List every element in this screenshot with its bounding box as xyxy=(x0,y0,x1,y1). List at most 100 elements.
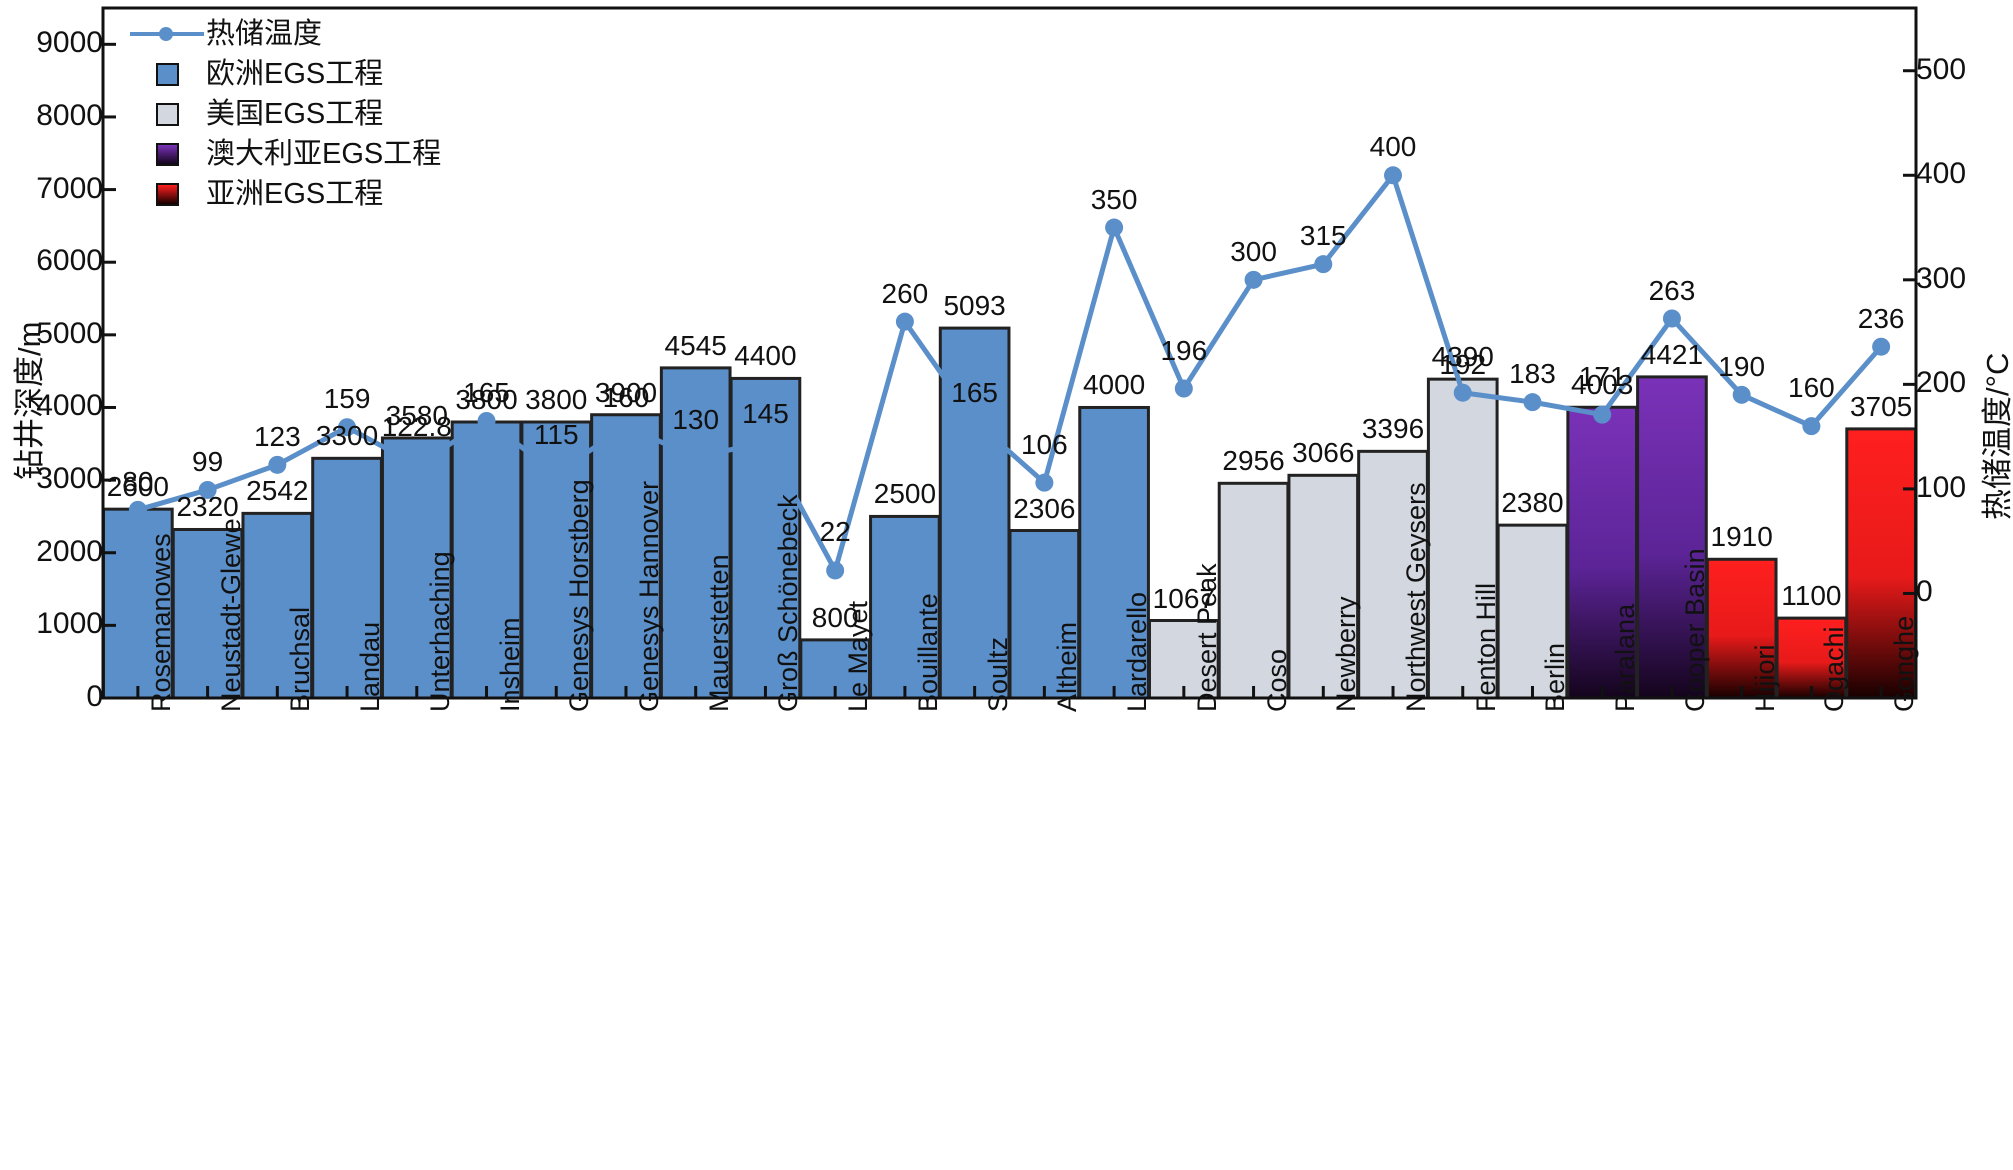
bar-value-label: 4400 xyxy=(734,340,797,372)
bar-value-label: 2380 xyxy=(1501,487,1564,519)
temperature-value-label: 190 xyxy=(1718,350,1766,382)
bar-value-label: 2306 xyxy=(1013,492,1076,524)
x-axis-tick-label: Insheim xyxy=(494,617,525,712)
legend-swatch-icon xyxy=(155,62,179,86)
left-axis-tick-label: 0 xyxy=(86,680,103,713)
x-axis-tick-label: Mauerstetten xyxy=(703,554,734,712)
temperature-point xyxy=(1174,379,1193,398)
temperature-point xyxy=(1453,383,1472,402)
x-axis-tick-label: Groß Schönebeck xyxy=(773,494,804,712)
x-axis-tick-label: Landau xyxy=(355,621,386,712)
bar-value-label: 3300 xyxy=(315,420,379,452)
bar xyxy=(1426,377,1499,700)
bar xyxy=(1008,529,1081,700)
legend-item-label: 澳大利亚EGS工程 xyxy=(206,138,442,170)
temperature-value-label: 99 xyxy=(192,445,224,477)
x-axis-tick-label: Neustadt-Glewe xyxy=(215,518,246,712)
bar-value-label: 3580 xyxy=(385,399,448,431)
temperature-value-label: 115 xyxy=(533,419,579,451)
temperature-point xyxy=(826,561,845,580)
left-axis-tick-label: 2000 xyxy=(36,534,103,568)
temperature-value-label: 123 xyxy=(253,420,301,452)
temperature-point xyxy=(1244,270,1263,289)
x-axis-tick-label: Le Mayet xyxy=(843,600,874,712)
temperature-value-label: 192 xyxy=(1439,348,1487,380)
bar-value-label: 1910 xyxy=(1710,521,1773,553)
bar xyxy=(171,527,244,700)
temperature-value-label: 22 xyxy=(819,516,851,548)
temperature-point xyxy=(686,448,705,467)
temperature-point xyxy=(1732,385,1751,404)
bar-value-label: 3705 xyxy=(1849,390,1913,422)
bar xyxy=(1496,523,1569,700)
temperature-point xyxy=(895,312,914,331)
temperature-value-label: 315 xyxy=(1299,220,1347,252)
temperature-value-label: 130 xyxy=(672,403,720,435)
right-axis-tick-label: 400 xyxy=(1916,157,1967,191)
bar-value-label: 2956 xyxy=(1222,445,1285,477)
temperature-value-label: 165 xyxy=(463,376,510,408)
x-axis-tick-label: Gonghe xyxy=(1889,615,1920,712)
legend-swatch-icon xyxy=(155,182,179,206)
temperature-point xyxy=(1872,337,1891,356)
x-axis-tick-label: Northwest Geysers xyxy=(1401,482,1432,712)
legend-item[interactable]: 亚洲EGS工程 xyxy=(130,174,460,214)
bar xyxy=(1287,473,1360,700)
bar xyxy=(1217,481,1290,700)
legend-swatch-wrapper xyxy=(130,142,204,166)
x-axis-tick-label: Coso xyxy=(1261,648,1292,712)
right-axis-tick-label: 200 xyxy=(1916,366,1967,400)
temperature-value-label: 106 xyxy=(1020,428,1068,460)
legend-item[interactable]: 美国EGS工程 xyxy=(130,94,460,134)
temperature-value-label: 196 xyxy=(1160,334,1208,366)
x-axis-tick-label: Altheim xyxy=(1052,621,1083,712)
bar-value-label: 2500 xyxy=(873,478,937,510)
right-axis-tick-label: 0 xyxy=(1916,575,1933,609)
legend-dot-icon xyxy=(159,27,173,41)
left-axis-tick-label: 7000 xyxy=(36,171,103,205)
legend-swatch-wrapper xyxy=(130,102,204,126)
bar xyxy=(1357,449,1429,700)
x-axis-tick-label: Bouillante xyxy=(912,593,943,712)
bar xyxy=(1636,375,1708,700)
bar-value-label: 3800 xyxy=(525,384,588,415)
bar-value-label: 1067 xyxy=(1152,582,1215,614)
bar-value-label: 1100 xyxy=(1781,580,1842,612)
bar-series xyxy=(102,326,1917,700)
x-axis-tick-label: Newberry xyxy=(1331,596,1362,712)
temperature-point xyxy=(1802,417,1821,436)
left-axis-tick-label: 5000 xyxy=(36,316,103,350)
legend-item[interactable]: 热储温度 xyxy=(130,14,460,54)
temperature-value-label: 80 xyxy=(122,465,154,497)
bar-value-label: 4003 xyxy=(1571,369,1634,401)
legend-item[interactable]: 欧洲EGS工程 xyxy=(130,54,460,94)
temperature-value-label: 400 xyxy=(1369,131,1417,163)
temperature-value-label: 160 xyxy=(1788,372,1835,404)
bar xyxy=(869,514,941,700)
temperature-point xyxy=(1523,393,1542,412)
legend-swatch-wrapper xyxy=(130,182,204,206)
legend-item-label: 亚洲EGS工程 xyxy=(206,178,384,210)
temperature-point xyxy=(1314,255,1333,274)
temperature-value-label: 122.8 xyxy=(381,411,452,443)
x-axis-tick-label: Bruchsal xyxy=(285,606,316,712)
legend-item[interactable]: 澳大利亚EGS工程 xyxy=(130,134,460,174)
x-axis-tick-label: Rosemanowes xyxy=(145,533,176,712)
x-axis-tick-label: Soultz xyxy=(982,636,1013,712)
temperature-value-label: 236 xyxy=(1857,302,1905,334)
bar-value-label: 800 xyxy=(811,601,859,633)
bar-value-label: 2320 xyxy=(176,491,239,523)
left-axis-tick-label: 9000 xyxy=(36,26,103,60)
legend-swatch-icon xyxy=(155,102,179,126)
bar-value-label: 4421 xyxy=(1640,338,1704,370)
temperature-point xyxy=(1384,166,1403,185)
legend-line-marker-icon xyxy=(130,22,204,46)
right-axis-tick-label: 300 xyxy=(1916,261,1967,295)
bar-value-label: 4390 xyxy=(1431,341,1494,373)
right-axis-tick-label: 500 xyxy=(1916,52,1967,86)
left-axis-ticks: 0 1000 2000 3000 4000 5000 6000 7000 8000 9000 xyxy=(0,0,103,1170)
temperature-value-label: 350 xyxy=(1090,183,1138,215)
bar-value-label: 5093 xyxy=(943,290,1006,322)
bar-value-label: 2542 xyxy=(246,475,309,507)
temperature-value-label: 145 xyxy=(742,397,789,429)
